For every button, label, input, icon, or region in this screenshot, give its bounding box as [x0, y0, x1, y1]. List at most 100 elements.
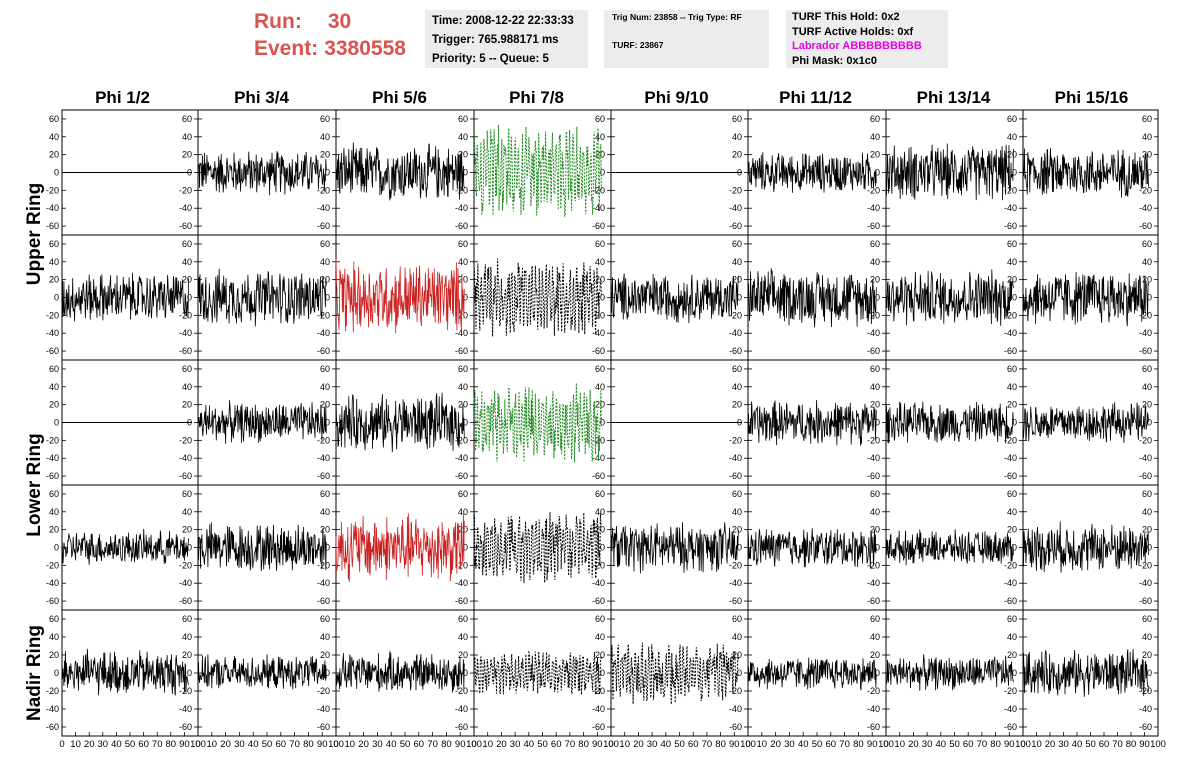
- y-tick-label-r3-c6-5: -40: [1004, 578, 1017, 588]
- y-tick-label-r4-c7-4: -20: [1139, 686, 1152, 696]
- run-value: 30: [327, 10, 352, 33]
- y-tick-label-r0-c5-2: 20: [870, 150, 880, 160]
- trace-r1-c1: [197, 268, 327, 327]
- y-tick-label-r3-c7-5: -40: [1139, 578, 1152, 588]
- x-tick-label-c7-5: 50: [1085, 739, 1096, 750]
- y-tick-label-r3-c5-2: 20: [870, 525, 880, 535]
- y-tick-label-r4-c1-0: 60: [320, 614, 330, 624]
- y-tick-label-r1-c0-5: -40: [179, 328, 192, 338]
- x-tick-label-c2-7: 70: [427, 739, 438, 750]
- y-tick-label-r3-c0-4: -20: [179, 560, 192, 570]
- y-tick-label-r4-c4-6: -60: [729, 722, 742, 732]
- y-tick-label-r1-c4-5: -40: [729, 328, 742, 338]
- y-tick-label-left-r0-2: 20: [49, 150, 59, 160]
- x-tick-label-c1-5: 50: [262, 739, 273, 750]
- y-tick-label-r1-c4-2: 20: [732, 275, 742, 285]
- y-tick-label-r2-c7-4: -20: [1139, 435, 1152, 445]
- trace-r3-c5: [747, 528, 877, 569]
- trace-r1-c2: [335, 258, 465, 334]
- y-tick-label-r2-c0-2: 20: [182, 400, 192, 410]
- y-tick-label-r1-c6-4: -20: [1004, 310, 1017, 320]
- y-tick-label-r1-c4-4: -20: [729, 310, 742, 320]
- turf-active-holds-text: TURF Active Holds: 0xf: [792, 25, 914, 38]
- y-tick-label-r1-c7-0: 60: [1142, 239, 1152, 249]
- trace-r0-c5: [747, 152, 877, 193]
- y-tick-label-left-r2-3: 0: [54, 418, 59, 428]
- trace-r1-c0: [61, 272, 189, 322]
- y-tick-label-left-r3-5: -40: [46, 578, 59, 588]
- x-tick-label-c3-4: 40: [524, 739, 535, 750]
- y-tick-label-r3-c5-3: 0: [875, 543, 880, 553]
- y-tick-label-left-r0-3: 0: [54, 168, 59, 178]
- y-tick-label-r3-c2-1: 40: [458, 507, 468, 517]
- panel-frame-r0-c3: [473, 109, 612, 236]
- x-tick-label-c3-1: 10: [482, 739, 493, 750]
- y-tick-label-r0-c5-1: 40: [870, 132, 880, 142]
- y-tick-label-r3-c1-4: -20: [317, 560, 330, 570]
- x-tick-label-c1-6: 60: [276, 739, 287, 750]
- x-tick-label-c0-9: 90: [179, 739, 190, 750]
- x-tick-label-c4-1: 10: [619, 739, 630, 750]
- y-tick-label-left-r3-4: -20: [46, 560, 59, 570]
- trigger-info-box: Trig Num: 23858 -- Trig Type: RF TURF: 2…: [604, 10, 769, 68]
- trace-r0-c7: [1022, 148, 1149, 198]
- y-tick-label-r0-c7-6: -60: [1139, 221, 1152, 231]
- y-tick-label-left-r0-1: 40: [49, 132, 59, 142]
- y-tick-label-r1-c7-2: 20: [1142, 275, 1152, 285]
- run-label: Run:: [254, 10, 302, 33]
- y-tick-label-r0-c1-3: 0: [325, 168, 330, 178]
- x-tick-label-c0-2: 20: [84, 739, 95, 750]
- trace-r2-c5: [747, 399, 877, 446]
- trace-r2-c6: [885, 401, 1014, 444]
- y-tick-label-r4-c6-2: 20: [1007, 650, 1017, 660]
- y-tick-label-r1-c2-1: 40: [458, 257, 468, 267]
- x-tick-label-c5-1: 10: [757, 739, 768, 750]
- x-tick-label-c0-3: 30: [98, 739, 109, 750]
- x-tick-label-c7-2: 20: [1045, 739, 1056, 750]
- x-tick-label-c7-3: 30: [1058, 739, 1069, 750]
- y-tick-label-left-r3-0: 60: [49, 489, 59, 499]
- y-tick-label-r0-c6-6: -60: [1004, 221, 1017, 231]
- y-tick-label-r0-c6-1: 40: [1007, 132, 1017, 142]
- y-tick-label-r4-c7-5: -40: [1139, 704, 1152, 714]
- y-tick-label-r4-c0-2: 20: [182, 650, 192, 660]
- x-tick-label-c3-10: 100: [603, 739, 619, 750]
- column-header-phi-1-2: Phi 1/2: [95, 88, 150, 107]
- y-tick-label-r1-c6-3: 0: [1012, 293, 1017, 303]
- x-tick-label-c1-1: 10: [207, 739, 218, 750]
- y-tick-label-left-r3-3: 0: [54, 543, 59, 553]
- y-tick-label-r3-c3-6: -60: [592, 596, 605, 606]
- trace-r3-c4: [610, 522, 739, 574]
- y-tick-label-r1-c1-2: 20: [320, 275, 330, 285]
- y-tick-label-r1-c6-2: 20: [1007, 275, 1017, 285]
- x-tick-label-c2-5: 50: [400, 739, 411, 750]
- y-tick-label-r4-c0-5: -40: [179, 704, 192, 714]
- y-tick-label-r2-c4-1: 40: [732, 382, 742, 392]
- y-tick-label-r2-c0-1: 40: [182, 382, 192, 392]
- x-tick-label-c3-0: 0: [471, 739, 476, 750]
- y-tick-label-r1-c1-6: -60: [317, 346, 330, 356]
- y-tick-label-r4-c7-2: 20: [1142, 650, 1152, 660]
- y-tick-label-r0-c4-0: 60: [732, 114, 742, 124]
- x-tick-label-c6-1: 10: [894, 739, 905, 750]
- y-tick-label-r2-c6-4: -20: [1004, 435, 1017, 445]
- phi-mask-text: Phi Mask: 0x1c0: [792, 54, 877, 67]
- y-tick-label-r3-c5-6: -60: [867, 596, 880, 606]
- y-tick-label-r4-c2-6: -60: [455, 722, 468, 732]
- y-tick-label-r1-c4-6: -60: [729, 346, 742, 356]
- y-tick-label-r1-c5-3: 0: [875, 293, 880, 303]
- y-tick-label-r4-c4-3: 0: [737, 668, 742, 678]
- y-tick-label-r2-c7-3: 0: [1147, 418, 1152, 428]
- y-tick-label-r4-c6-3: 0: [1012, 668, 1017, 678]
- x-tick-label-c5-8: 80: [853, 739, 864, 750]
- x-tick-label-c7-9: 90: [1139, 739, 1150, 750]
- trace-r4-c6: [885, 654, 1014, 691]
- y-tick-label-r0-c4-6: -60: [729, 221, 742, 231]
- x-tick-label-c2-1: 10: [345, 739, 356, 750]
- y-tick-label-r3-c2-0: 60: [458, 489, 468, 499]
- y-tick-label-r3-c1-3: 0: [325, 543, 330, 553]
- x-tick-label-c7-6: 60: [1099, 739, 1110, 750]
- x-tick-label-c6-7: 70: [977, 739, 988, 750]
- turf-info-box: TURF This Hold: 0x2 TURF Active Holds: 0…: [786, 10, 948, 68]
- event-value: 3380558: [324, 37, 406, 60]
